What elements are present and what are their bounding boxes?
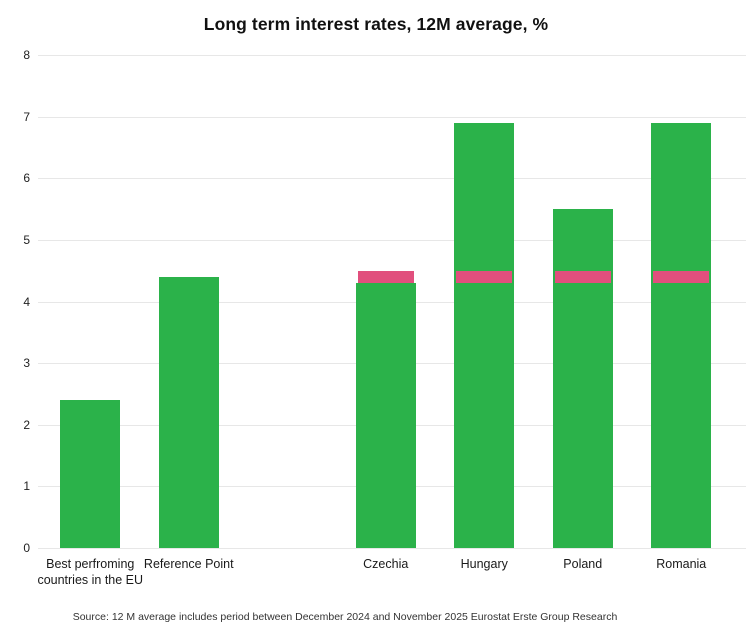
y-axis-tick-label-3: 3 xyxy=(23,356,30,371)
y-axis-tick-label-6: 6 xyxy=(23,171,30,186)
reference-band-czechia xyxy=(357,270,414,284)
chart-title: Long term interest rates, 12M average, % xyxy=(203,14,549,34)
y-axis-tick-label-0: 0 xyxy=(23,541,30,555)
y-axis-tick-label-8: 8 xyxy=(23,48,30,63)
reference-band-poland xyxy=(554,270,611,284)
reference-band-hungary xyxy=(456,270,513,284)
source-note: Source: 12 M average includes period bet… xyxy=(72,611,618,623)
gridline-0 xyxy=(38,548,746,549)
gridline-6 xyxy=(38,178,746,180)
bar-best-perfroming-countries-in-the-eu xyxy=(60,400,121,548)
gridline-8 xyxy=(38,55,746,57)
bar-hungary xyxy=(454,122,515,548)
y-axis-tick-label-1: 1 xyxy=(23,479,30,494)
y-axis-tick-label-7: 7 xyxy=(23,109,30,124)
y-axis-tick-label-4: 4 xyxy=(23,294,30,309)
bar-poland xyxy=(552,209,613,548)
x-axis-label-romania: Romania xyxy=(656,557,707,571)
gridline-5 xyxy=(38,240,746,241)
x-axis-label-poland: Poland xyxy=(563,557,603,571)
x-axis-label-best-perfroming-countries-in-the-eu: Best perfroming countries in the EU xyxy=(37,557,144,587)
bar-romania xyxy=(651,122,712,548)
bar-czechia xyxy=(355,283,416,548)
x-axis-label-czechia: Czechia xyxy=(363,557,409,571)
y-axis-tick-label-2: 2 xyxy=(23,417,30,432)
gridline-7 xyxy=(38,116,746,118)
x-axis-label-reference-point: Reference Point xyxy=(143,557,234,571)
y-axis-tick-label-5: 5 xyxy=(23,233,30,247)
reference-band-romania xyxy=(653,270,710,284)
bar-reference-point xyxy=(158,276,219,548)
x-axis-label-hungary: Hungary xyxy=(460,557,508,571)
